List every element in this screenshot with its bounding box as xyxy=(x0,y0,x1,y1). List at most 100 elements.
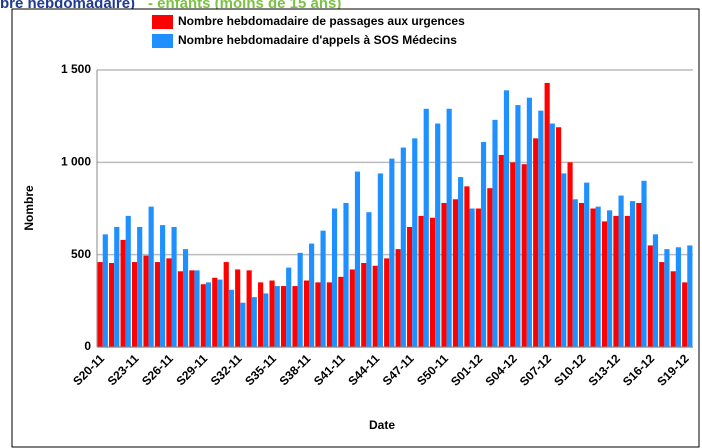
bar xyxy=(177,271,183,347)
bar xyxy=(544,82,550,347)
bar xyxy=(590,208,596,347)
bar xyxy=(418,215,424,347)
bar xyxy=(160,225,166,347)
bar xyxy=(286,267,292,347)
bar xyxy=(538,110,544,347)
bar xyxy=(320,230,326,347)
bar xyxy=(102,234,108,347)
bar xyxy=(561,173,567,347)
bar xyxy=(361,262,367,347)
bar xyxy=(613,215,619,347)
y-tick-label: 0 xyxy=(84,339,91,353)
bar xyxy=(200,284,206,347)
bar xyxy=(292,286,298,347)
bar xyxy=(240,302,246,347)
legend-swatch xyxy=(152,15,173,29)
bar xyxy=(578,202,585,347)
bar xyxy=(338,276,344,347)
bar xyxy=(309,243,315,347)
bar xyxy=(664,249,670,347)
bar xyxy=(354,171,361,347)
bar xyxy=(280,286,287,347)
bar xyxy=(629,201,636,347)
bar xyxy=(246,270,252,347)
bar xyxy=(487,188,493,347)
legend-swatch xyxy=(152,34,173,48)
bar xyxy=(154,262,161,347)
bar xyxy=(521,164,527,347)
bar xyxy=(584,182,590,347)
bar xyxy=(480,142,487,347)
legend-label: Nombre hebdomadaire de passages aux urge… xyxy=(178,14,465,28)
x-axis-label: Date xyxy=(369,418,395,432)
bar xyxy=(395,249,401,347)
bar xyxy=(109,262,115,347)
bar xyxy=(97,262,103,347)
y-axis-label: Nombre xyxy=(22,185,36,231)
bar xyxy=(452,199,459,347)
y-tick-label: 1 000 xyxy=(61,155,91,169)
bar xyxy=(137,226,143,347)
bar xyxy=(498,154,504,347)
bar xyxy=(601,221,608,347)
bar xyxy=(567,162,573,347)
title-part2: - enfants (moins de 15 ans) xyxy=(148,0,341,12)
bar xyxy=(670,271,676,347)
bar xyxy=(595,206,601,347)
bar xyxy=(423,108,429,347)
bar xyxy=(624,215,630,347)
bar xyxy=(217,279,223,347)
bar xyxy=(607,210,613,347)
bar xyxy=(647,245,653,347)
bar xyxy=(315,282,321,347)
y-tick-label: 500 xyxy=(71,247,91,261)
bar xyxy=(441,202,447,347)
legend-label: Nombre hebdomadaire d'appels à SOS Médec… xyxy=(178,33,457,47)
title-part1: bre hebdomadaire) xyxy=(0,0,135,12)
bar xyxy=(492,119,498,347)
bar xyxy=(148,206,154,347)
bar xyxy=(572,199,578,347)
y-tick-label: 1 500 xyxy=(61,62,91,76)
bar xyxy=(326,282,332,347)
bar xyxy=(435,123,441,347)
bar xyxy=(389,158,395,347)
bar xyxy=(682,282,688,347)
bar xyxy=(366,212,372,347)
bar xyxy=(143,255,149,347)
bar xyxy=(303,280,310,347)
bar xyxy=(131,262,138,347)
bar xyxy=(641,180,647,347)
bar xyxy=(189,270,195,347)
bar xyxy=(205,282,212,347)
bar xyxy=(235,269,241,347)
bar xyxy=(331,208,338,347)
bar xyxy=(503,90,510,348)
bar xyxy=(515,105,521,347)
bar xyxy=(120,239,126,347)
bar xyxy=(475,208,481,347)
bar xyxy=(400,147,406,347)
bar xyxy=(412,138,418,347)
bar xyxy=(464,186,470,347)
bar xyxy=(407,226,413,347)
bar xyxy=(297,252,303,347)
bar xyxy=(228,289,234,347)
bar xyxy=(182,249,189,347)
bar xyxy=(526,97,532,347)
bar xyxy=(446,108,452,347)
bar xyxy=(258,282,264,347)
bar xyxy=(349,269,355,347)
bar xyxy=(166,258,172,347)
bar xyxy=(458,177,464,347)
bar xyxy=(533,138,539,347)
bar xyxy=(171,226,177,347)
bar xyxy=(372,265,378,347)
bar xyxy=(636,202,642,347)
bar xyxy=(343,202,349,347)
bar xyxy=(377,173,383,347)
bar xyxy=(384,258,390,347)
bar xyxy=(194,270,200,347)
bar xyxy=(687,245,693,347)
